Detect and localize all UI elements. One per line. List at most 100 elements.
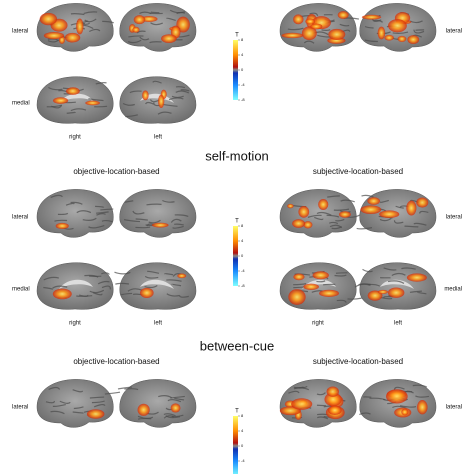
sulcus <box>45 400 55 404</box>
medial-brain <box>114 262 197 310</box>
sulcus <box>101 272 110 275</box>
lateral-brain <box>359 3 437 52</box>
row-label: lateral <box>446 29 462 35</box>
activation <box>293 14 304 25</box>
sulcus <box>46 104 63 108</box>
lateral-brain <box>359 379 437 428</box>
colorbar-tick-label: 4 <box>241 52 244 57</box>
sulcus <box>180 89 190 92</box>
activation <box>140 287 154 298</box>
activation <box>324 392 342 407</box>
activation <box>377 26 386 40</box>
sulcus <box>132 210 145 215</box>
activation <box>301 26 317 41</box>
lateral-brain <box>279 3 360 52</box>
sulcus <box>331 226 343 230</box>
activation <box>52 288 72 300</box>
sulcus <box>92 292 103 296</box>
corpus-callosum <box>302 279 336 289</box>
sulcus <box>96 213 106 216</box>
sulcus <box>72 411 84 414</box>
sulcus <box>66 111 76 114</box>
sulcus <box>72 389 84 393</box>
sulcus <box>128 35 144 38</box>
sulcus <box>84 18 97 23</box>
sulcus <box>122 102 135 106</box>
activation <box>177 273 187 279</box>
sulcus <box>149 12 163 15</box>
row-label: lateral <box>12 405 28 411</box>
sulcus <box>174 214 189 218</box>
colorbar-title: T <box>235 409 239 415</box>
activation <box>43 32 65 40</box>
sulcus <box>179 295 189 298</box>
sulcus <box>97 280 110 285</box>
row-label: lateral <box>446 215 462 221</box>
activation <box>367 197 381 205</box>
colorbar-tick-label: 4 <box>241 238 244 243</box>
sulcus <box>379 218 392 222</box>
row-label: medial <box>444 287 462 293</box>
panel-subtitle: subjective-location-based <box>313 167 403 176</box>
activation <box>312 271 329 280</box>
activation <box>416 197 429 208</box>
sulcus <box>136 30 146 34</box>
sulcus <box>316 392 326 396</box>
activation <box>319 289 339 297</box>
sulcus <box>409 290 422 293</box>
activation <box>401 408 409 416</box>
sulcus <box>167 399 182 403</box>
sulcus <box>293 283 307 286</box>
lateral-brain <box>36 3 114 52</box>
sulcus <box>287 27 304 31</box>
activation <box>287 203 294 209</box>
colorbar <box>233 226 238 286</box>
sulcus <box>104 391 121 395</box>
activation <box>298 206 310 218</box>
sulcus <box>170 218 182 223</box>
sulcus <box>415 395 430 398</box>
lateral-brain <box>117 379 197 428</box>
sulcus <box>129 90 142 94</box>
lateral-brain <box>356 189 437 238</box>
hemisphere-label: right <box>312 321 324 327</box>
medial-brain <box>119 76 197 124</box>
sulcus <box>124 388 139 391</box>
sulcus <box>135 218 148 221</box>
activation <box>406 273 427 282</box>
sulcus <box>362 268 373 273</box>
activation <box>417 399 428 415</box>
sulcus <box>52 285 68 289</box>
corpus-callosum <box>140 279 174 289</box>
sulcus <box>165 17 176 22</box>
sulcus <box>157 111 172 115</box>
sulcus <box>164 273 174 276</box>
activation <box>39 12 58 26</box>
activation <box>406 200 417 216</box>
sulcus <box>329 221 339 225</box>
sulcus <box>127 39 142 44</box>
activation <box>76 18 84 35</box>
sulcus <box>96 211 109 214</box>
sulcus <box>95 82 107 85</box>
colorbar-tick-label: 0 <box>241 443 244 448</box>
activation <box>388 19 407 33</box>
activation <box>377 289 389 294</box>
activation <box>288 289 306 305</box>
cortex <box>119 189 197 238</box>
lateral-brain <box>36 379 121 428</box>
sulcus <box>76 210 92 214</box>
corpus-callosum <box>59 93 93 103</box>
sulcus <box>334 274 347 277</box>
sulcus <box>50 410 65 415</box>
section-title: self-motion <box>205 148 269 163</box>
sulcus <box>391 272 406 277</box>
sulcus <box>127 288 143 292</box>
activation <box>385 389 408 404</box>
sulcus <box>83 11 98 15</box>
sulcus <box>387 280 405 284</box>
activation <box>281 32 304 39</box>
sulcus <box>48 86 63 91</box>
medial-brain <box>279 262 362 310</box>
